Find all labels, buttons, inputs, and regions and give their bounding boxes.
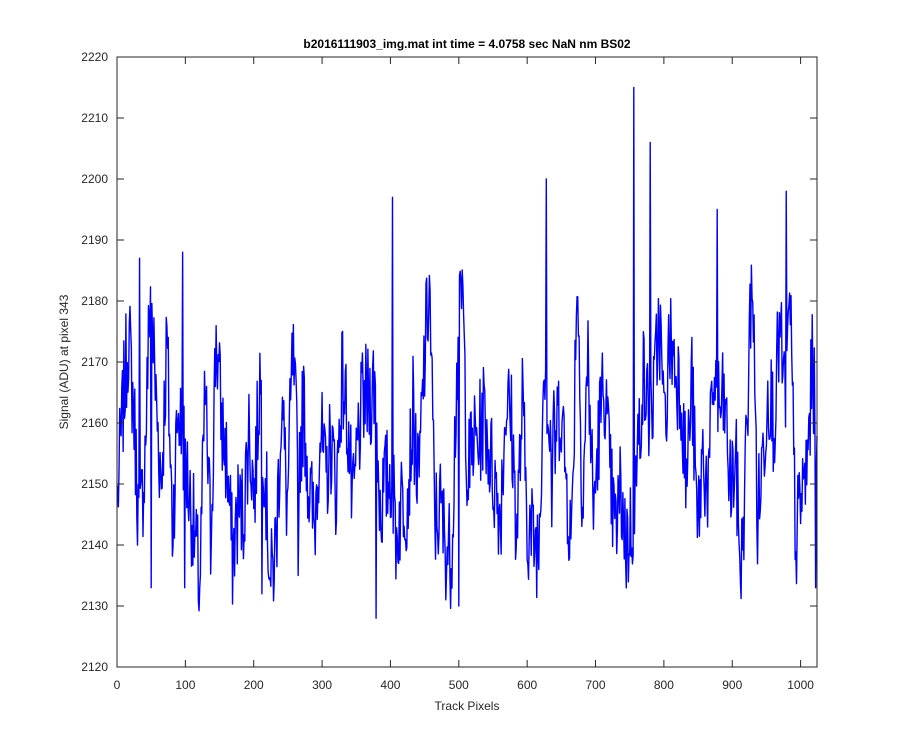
x-tick-label: 500 xyxy=(449,678,469,692)
x-tick-label: 1000 xyxy=(787,678,814,692)
y-tick-label: 2120 xyxy=(81,660,108,674)
x-tick-label: 600 xyxy=(517,678,537,692)
x-tick-label: 0 xyxy=(114,678,121,692)
y-axis-ticks: 2120 2130 2140 2150 2160 2170 2180 2190 2200 2210… xyxy=(81,50,817,674)
y-tick-label: 2180 xyxy=(81,294,108,308)
x-axis-ticks: 0 100 200 300 400 500 600 700 800 900 1000 xyxy=(114,57,814,692)
y-tick-label: 2190 xyxy=(81,233,108,247)
x-tick-label: 800 xyxy=(654,678,674,692)
x-tick-label: 100 xyxy=(175,678,195,692)
x-tick-label: 300 xyxy=(312,678,332,692)
y-tick-label: 2160 xyxy=(81,416,108,430)
chart-title: b2016111903_img.mat int time = 4.0758 se… xyxy=(303,37,631,51)
x-tick-label: 900 xyxy=(722,678,742,692)
x-tick-label: 400 xyxy=(380,678,400,692)
y-tick-label: 2170 xyxy=(81,355,108,369)
y-tick-label: 2150 xyxy=(81,477,108,491)
y-tick-label: 2210 xyxy=(81,111,108,125)
y-tick-label: 2130 xyxy=(81,599,108,613)
x-tick-label: 200 xyxy=(244,678,264,692)
y-tick-label: 2220 xyxy=(81,50,108,64)
y-tick-label: 2200 xyxy=(81,172,108,186)
series-group xyxy=(116,86,818,619)
plot-area xyxy=(117,57,817,667)
signal-series-line xyxy=(116,86,818,619)
x-axis-label: Track Pixels xyxy=(435,699,500,713)
y-axis-label: Signal (ADU) at pixel 343 xyxy=(57,294,71,429)
x-tick-label: 700 xyxy=(586,678,606,692)
y-tick-label: 2140 xyxy=(81,538,108,552)
